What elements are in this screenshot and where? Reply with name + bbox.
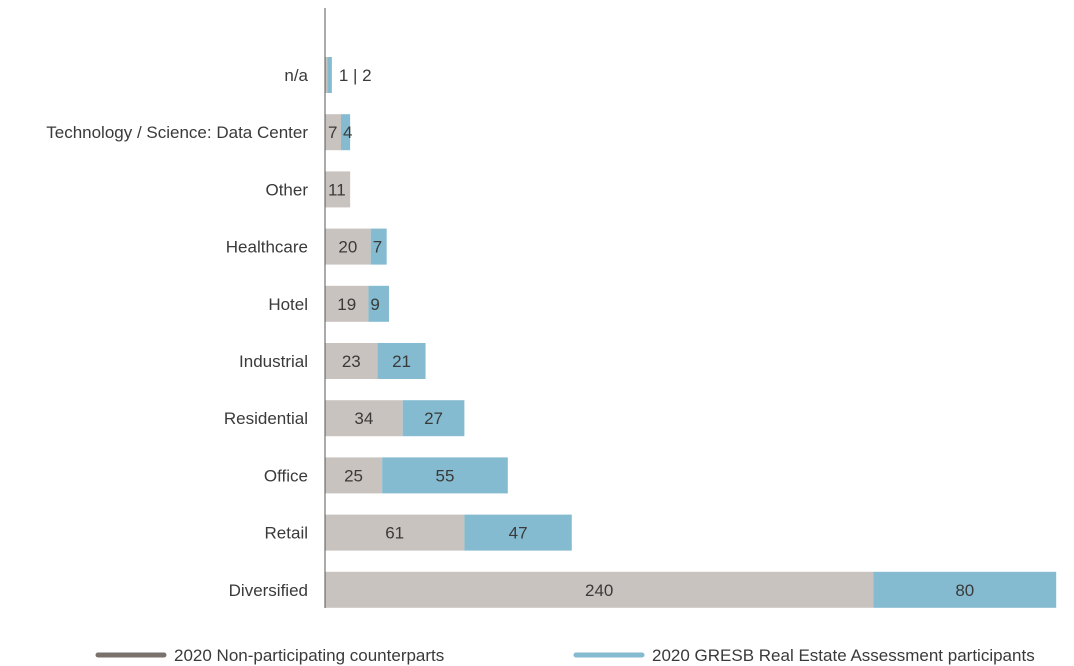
category-label-n-a: n/a bbox=[284, 66, 308, 85]
value-label-gresb-participants-industrial: 21 bbox=[392, 352, 411, 371]
bar-gresb-participants-office bbox=[382, 457, 508, 494]
bar-gresb-participants-n-a bbox=[327, 57, 332, 93]
value-label-gresb-participants-healthcare: 7 bbox=[373, 238, 382, 257]
bar-gresb-participants-residential bbox=[402, 400, 465, 437]
bar-non-participating-healthcare bbox=[325, 228, 371, 265]
category-label-diversified: Diversified bbox=[229, 581, 308, 600]
bar-non-participating-industrial bbox=[325, 343, 378, 379]
value-label-n-a: 1 | 2 bbox=[339, 66, 372, 85]
category-label-hotel: Hotel bbox=[268, 295, 308, 314]
legend-label-gresb-participants: 2020 GRESB Real Estate Assessment partic… bbox=[652, 646, 1035, 665]
bars bbox=[325, 57, 1057, 608]
value-label-non-participating-residential: 34 bbox=[354, 409, 373, 428]
value-label-gresb-participants-office: 55 bbox=[436, 466, 455, 485]
value-label-gresb-participants-diversified: 80 bbox=[955, 581, 974, 600]
value-label-non-participating-technology-science-data-center: 7 bbox=[328, 123, 337, 142]
category-label-other: Other bbox=[265, 180, 308, 199]
bar-non-participating-n-a bbox=[325, 57, 328, 93]
value-label-non-participating-industrial: 23 bbox=[342, 352, 361, 371]
value-label-non-participating-retail: 61 bbox=[385, 524, 404, 543]
category-label-healthcare: Healthcare bbox=[226, 238, 308, 257]
value-label-non-participating-hotel: 19 bbox=[337, 295, 356, 314]
value-label-gresb-participants-technology-science-data-center: 4 bbox=[343, 123, 352, 142]
category-label-residential: Residential bbox=[224, 409, 308, 428]
bar-non-participating-hotel bbox=[325, 285, 369, 322]
bar-gresb-participants-industrial bbox=[377, 343, 426, 379]
bar-non-participating-office bbox=[325, 457, 383, 494]
bar-non-participating-other bbox=[325, 171, 351, 208]
legend-label-non-participating: 2020 Non-participating counterparts bbox=[174, 646, 444, 665]
value-label-gresb-participants-residential: 27 bbox=[424, 409, 443, 428]
legend: 2020 Non-participating counterparts 2020 … bbox=[95, 646, 1035, 665]
value-label-non-participating-other: 11 bbox=[328, 180, 346, 199]
value-label-non-participating-healthcare: 20 bbox=[338, 238, 357, 257]
value-label-gresb-participants-retail: 47 bbox=[509, 524, 528, 543]
bar-gresb-participants-technology-science-data-center bbox=[340, 114, 351, 151]
value-label-gresb-participants-hotel: 9 bbox=[370, 295, 379, 314]
bar-gresb-participants-diversified bbox=[873, 571, 1057, 608]
category-label-technology-science-data-center: Technology / Science: Data Center bbox=[46, 123, 308, 142]
bar-gresb-participants-hotel bbox=[368, 285, 389, 322]
bar-non-participating-residential bbox=[325, 400, 403, 437]
bar-gresb-participants-healthcare bbox=[370, 228, 387, 265]
value-label-non-participating-office: 25 bbox=[344, 466, 363, 485]
category-label-office: Office bbox=[264, 466, 308, 485]
bar-non-participating-technology-science-data-center bbox=[325, 114, 341, 151]
bar-non-participating-diversified bbox=[325, 571, 874, 608]
category-label-industrial: Industrial bbox=[239, 352, 308, 371]
category-labels: n/a Technology / Science: Data Center Othe… bbox=[46, 66, 308, 600]
value-label-non-participating-diversified: 240 bbox=[585, 581, 613, 600]
bar-non-participating-retail bbox=[325, 514, 465, 551]
bar-gresb-participants-retail bbox=[464, 514, 572, 551]
category-label-retail: Retail bbox=[265, 524, 308, 543]
